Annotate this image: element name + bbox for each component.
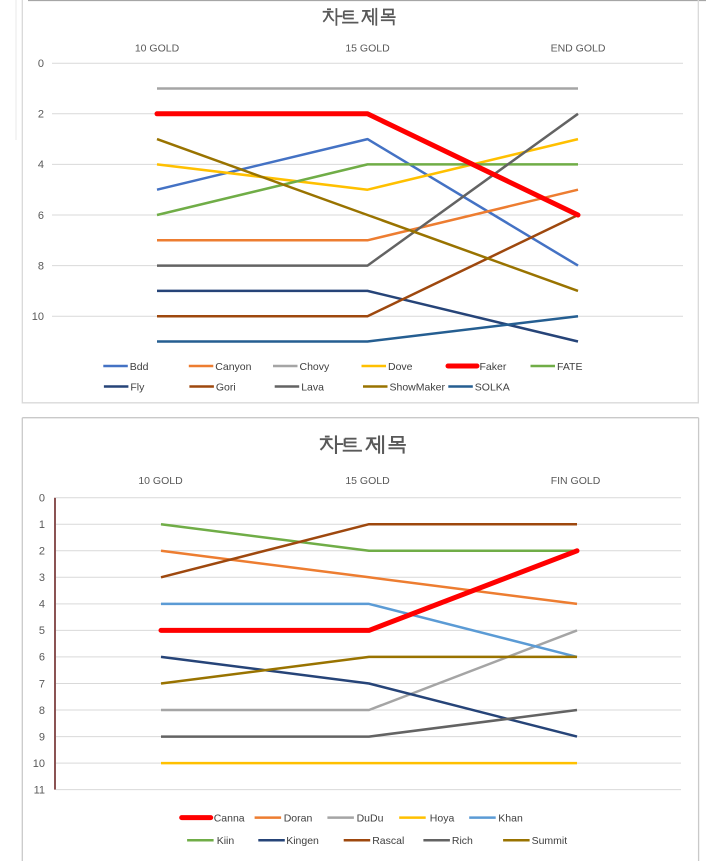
svg-text:10: 10: [32, 311, 44, 323]
svg-text:Canyon: Canyon: [215, 361, 251, 373]
svg-text:DuDu: DuDu: [357, 813, 384, 825]
svg-text:Hoya: Hoya: [430, 813, 455, 825]
svg-text:15 GOLD: 15 GOLD: [345, 43, 390, 55]
svg-text:2: 2: [38, 109, 44, 121]
svg-text:3: 3: [39, 572, 45, 584]
svg-text:2: 2: [39, 546, 45, 558]
svg-text:8: 8: [39, 705, 45, 717]
svg-text:10: 10: [33, 758, 45, 770]
svg-text:Summit: Summit: [532, 835, 568, 847]
svg-text:11: 11: [34, 784, 45, 796]
svg-text:8: 8: [38, 260, 44, 272]
svg-text:FIN GOLD: FIN GOLD: [551, 475, 601, 487]
svg-text:ShowMaker: ShowMaker: [390, 381, 446, 393]
svg-text:FATE: FATE: [557, 361, 582, 373]
svg-text:Faker: Faker: [480, 361, 507, 373]
svg-text:Kiin: Kiin: [217, 835, 235, 847]
svg-text:Chovy: Chovy: [300, 361, 331, 373]
svg-text:0: 0: [39, 493, 45, 505]
svg-text:END GOLD: END GOLD: [551, 43, 606, 55]
svg-text:10 GOLD: 10 GOLD: [135, 43, 180, 55]
svg-text:Rascal: Rascal: [372, 835, 404, 847]
svg-text:0: 0: [38, 58, 44, 70]
svg-text:Doran: Doran: [284, 813, 313, 825]
svg-text:9: 9: [39, 731, 45, 743]
svg-text:6: 6: [38, 210, 44, 222]
svg-text:Kingen: Kingen: [286, 835, 319, 847]
svg-text:Khan: Khan: [498, 813, 523, 825]
svg-text:Gori: Gori: [216, 381, 236, 393]
svg-text:5: 5: [39, 625, 45, 637]
svg-text:Bdd: Bdd: [130, 361, 149, 373]
svg-text:1: 1: [39, 519, 45, 531]
svg-text:4: 4: [39, 599, 45, 611]
svg-text:Rich: Rich: [452, 835, 473, 847]
svg-text:Canna: Canna: [214, 813, 245, 825]
svg-text:6: 6: [39, 652, 45, 664]
svg-text:15 GOLD: 15 GOLD: [345, 475, 390, 487]
svg-text:10 GOLD: 10 GOLD: [138, 475, 183, 487]
svg-text:4: 4: [38, 159, 44, 171]
svg-text:7: 7: [39, 678, 45, 690]
svg-text:Dove: Dove: [388, 361, 413, 373]
svg-text:Fly: Fly: [130, 381, 145, 393]
svg-text:SOLKA: SOLKA: [475, 381, 510, 393]
svg-text:Lava: Lava: [301, 381, 324, 393]
